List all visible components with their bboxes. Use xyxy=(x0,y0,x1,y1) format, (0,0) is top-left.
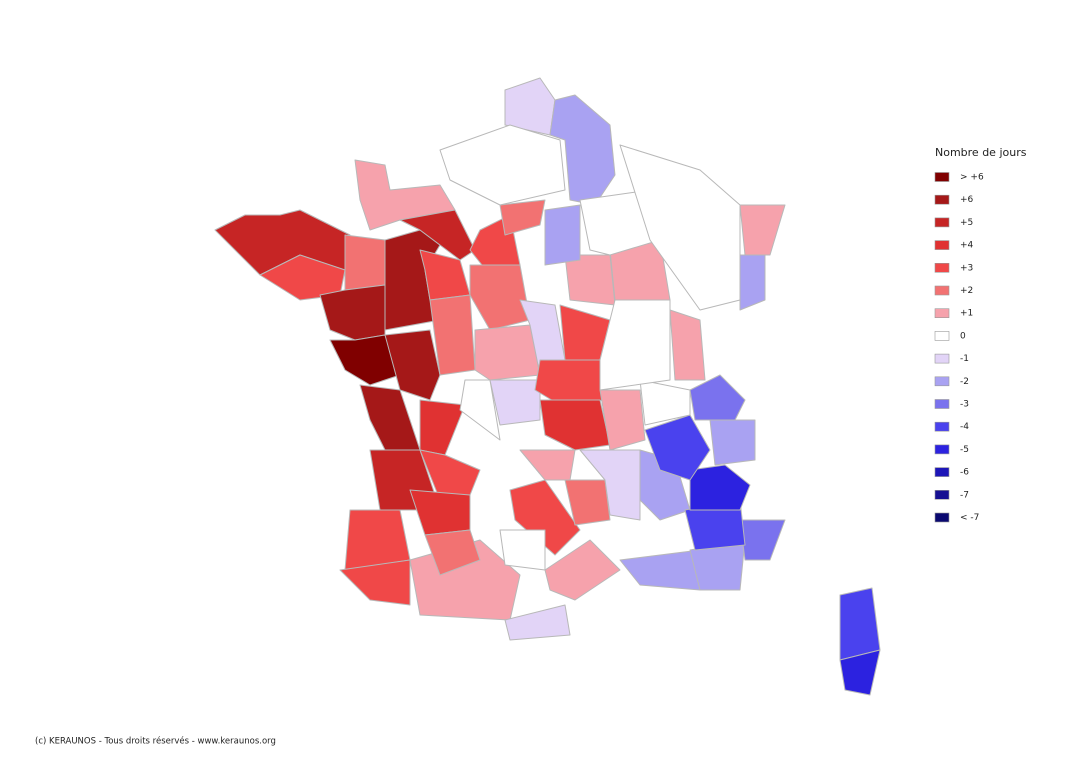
legend-label: +4 xyxy=(960,241,974,251)
legend-label: < -7 xyxy=(960,513,979,523)
department xyxy=(499,529,546,571)
department xyxy=(419,399,466,456)
footer: (c) KERAUNOS - Tous droits réservés - ww… xyxy=(35,736,276,747)
legend-label: +1 xyxy=(960,309,973,319)
legend-swatch xyxy=(934,489,950,500)
department xyxy=(504,604,571,641)
department xyxy=(599,299,671,391)
legend-swatch xyxy=(934,285,950,296)
legend-label: -3 xyxy=(960,400,969,410)
legend-label: +2 xyxy=(960,286,973,296)
department xyxy=(469,264,531,331)
legend-swatch xyxy=(934,172,950,182)
legend-swatch xyxy=(934,376,950,387)
department xyxy=(739,254,766,311)
department xyxy=(544,539,621,601)
legend-label: -1 xyxy=(960,354,969,364)
legend-swatch xyxy=(934,217,950,228)
department xyxy=(839,587,881,661)
department xyxy=(564,254,616,306)
legend-label: +3 xyxy=(960,263,973,273)
department xyxy=(259,254,346,301)
department xyxy=(739,204,786,256)
department xyxy=(544,204,581,266)
department xyxy=(564,479,611,526)
legend-swatch xyxy=(934,353,950,364)
department xyxy=(474,324,541,381)
legend-swatch xyxy=(934,399,950,409)
legend-label: > +6 xyxy=(960,173,984,183)
legend-label: +5 xyxy=(960,218,973,228)
department xyxy=(669,309,706,381)
department xyxy=(689,464,751,511)
legend-swatch xyxy=(934,262,950,273)
department xyxy=(739,519,786,561)
department xyxy=(439,124,566,206)
department xyxy=(639,379,691,426)
legend-label: -6 xyxy=(960,468,969,478)
legend-swatch xyxy=(934,467,950,477)
legend-swatch xyxy=(934,308,950,319)
department xyxy=(344,234,386,291)
legend-swatch xyxy=(934,194,950,205)
department xyxy=(619,549,701,591)
department xyxy=(339,559,411,606)
department xyxy=(359,384,421,461)
legend: > +6 +6 +5 +4 +3 +2 +1 0 -1 -2 -3 -4 -5 -6 -7 < -7 xyxy=(934,172,984,523)
legend-swatch xyxy=(934,444,950,455)
department xyxy=(419,449,481,501)
department xyxy=(839,649,881,696)
legend-title: Nombre de jours xyxy=(935,146,1027,159)
department xyxy=(409,489,471,536)
department xyxy=(424,529,481,576)
department xyxy=(534,359,606,406)
map xyxy=(214,77,881,696)
department xyxy=(489,379,541,426)
department xyxy=(519,449,576,481)
legend-swatch xyxy=(934,512,950,523)
legend-label: +6 xyxy=(960,195,974,205)
department xyxy=(539,399,611,451)
department xyxy=(384,329,441,401)
legend-swatch xyxy=(934,331,950,341)
legend-label: -5 xyxy=(960,445,969,455)
legend-swatch xyxy=(934,421,950,432)
department xyxy=(509,479,581,556)
legend-label: -2 xyxy=(960,377,969,387)
legend-label: 0 xyxy=(960,331,966,341)
legend-label: -7 xyxy=(960,490,969,500)
department xyxy=(579,449,641,521)
department xyxy=(619,144,741,311)
department xyxy=(459,379,501,441)
department xyxy=(689,374,746,421)
department xyxy=(599,389,646,451)
department xyxy=(319,284,386,341)
department xyxy=(709,419,756,466)
department xyxy=(644,414,711,481)
department xyxy=(499,199,546,236)
legend-swatch xyxy=(934,240,950,250)
legend-label: -4 xyxy=(960,422,969,432)
